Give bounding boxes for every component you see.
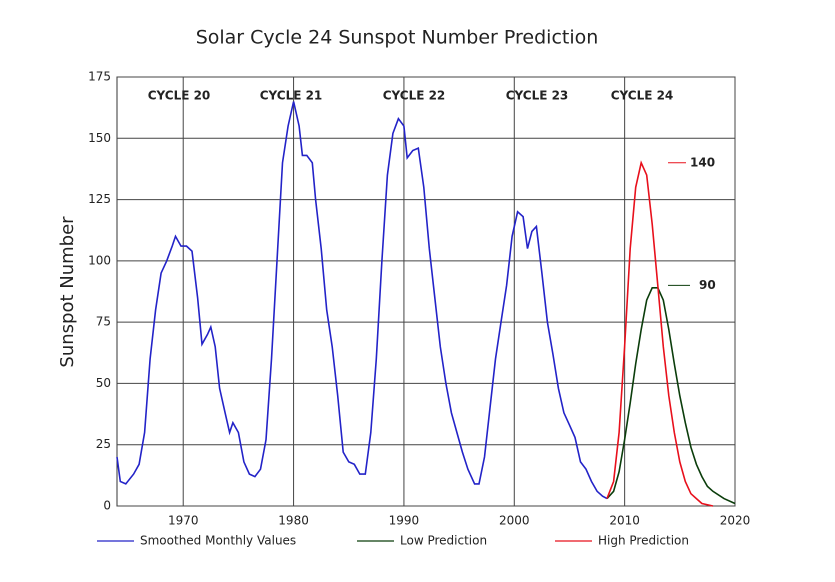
y-tick-label: 125 [88,192,111,206]
series-line [606,287,736,505]
series-line [116,101,608,500]
cycle-label: CYCLE 22 [383,89,446,103]
y-tick-label: 75 [96,315,111,329]
series-line [606,160,714,507]
y-tick-label: 50 [96,376,111,390]
y-tick-label: 175 [88,70,111,84]
chart-title: Solar Cycle 24 Sunspot Number Prediction [196,27,599,49]
x-tick-label: 1970 [168,514,199,528]
y-tick-label: 150 [88,131,111,145]
x-tick-label: 2020 [720,514,751,528]
cycle-label: CYCLE 23 [506,89,569,103]
x-tick-label: 2000 [499,514,530,528]
y-axis-label: Sunspot Number [57,216,78,368]
y-tick-label: 100 [88,253,111,267]
y-tick-label: 25 [96,437,111,451]
legend-label: Low Prediction [400,534,487,548]
cycle-label: CYCLE 20 [148,89,211,103]
cycle-label: CYCLE 21 [260,89,323,103]
peak-label: 140 [690,155,715,169]
x-tick-label: 1980 [278,514,309,528]
legend-label: Smoothed Monthly Values [140,534,296,548]
legend-label: High Prediction [598,534,689,548]
x-tick-label: 2010 [609,514,640,528]
x-tick-label: 1990 [389,514,420,528]
plot-frame [116,76,736,507]
cycle-label: CYCLE 24 [611,89,674,103]
peak-label: 90 [699,278,716,292]
y-tick-label: 0 [103,499,111,513]
